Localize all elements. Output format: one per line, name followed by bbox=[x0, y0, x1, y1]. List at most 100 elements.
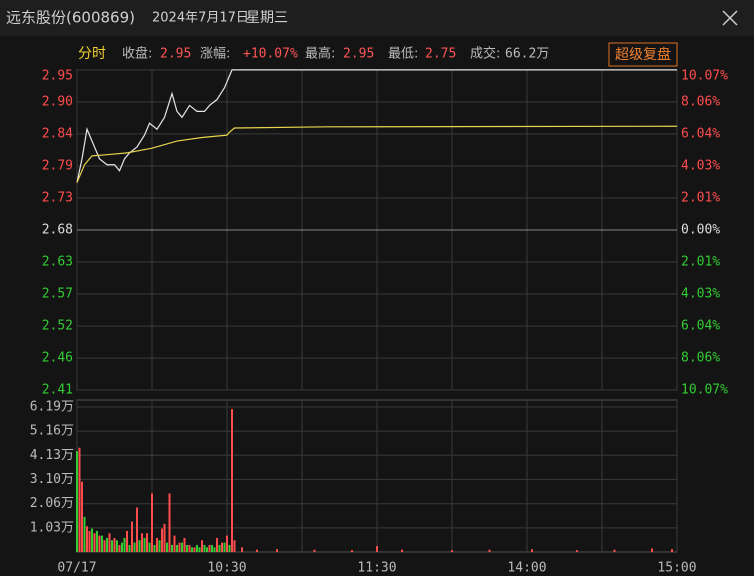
volume-bar bbox=[93, 533, 96, 552]
y2-tick-label: 2.01% bbox=[681, 254, 720, 269]
y2-tick-label: 4.03% bbox=[681, 287, 720, 302]
y-tick-label: 2.79 bbox=[42, 158, 73, 173]
volume-bar bbox=[208, 544, 211, 552]
stock-name: 远东股份(600869) bbox=[6, 9, 135, 27]
volume-bar bbox=[451, 550, 453, 552]
volume-bar bbox=[138, 540, 141, 552]
close-button[interactable] bbox=[722, 10, 738, 26]
volume-bar bbox=[376, 546, 378, 552]
volume-bar bbox=[576, 550, 578, 552]
volume-bar bbox=[116, 540, 118, 552]
y-tick-label: 2.57 bbox=[42, 287, 73, 302]
volume-bar bbox=[126, 530, 128, 552]
volume-bar bbox=[196, 544, 198, 552]
y-tick-label: 2.84 bbox=[42, 126, 73, 141]
info-label: 收盘: bbox=[122, 46, 152, 62]
info-label: 最低: bbox=[388, 47, 418, 62]
volume-bar bbox=[156, 537, 158, 552]
y-tick-label: 2.46 bbox=[42, 351, 73, 366]
volume-bar bbox=[226, 535, 228, 552]
volume-bar bbox=[351, 550, 353, 552]
volume-bar bbox=[228, 544, 231, 552]
y2-tick-label: 2.01% bbox=[681, 191, 720, 206]
volume-bar bbox=[216, 537, 218, 552]
info-label: 最高: bbox=[305, 46, 335, 62]
volume-bar bbox=[161, 528, 163, 552]
volume-bar bbox=[188, 544, 191, 552]
y-tick-label: 5.16万 bbox=[30, 424, 74, 439]
volume-bar bbox=[158, 540, 161, 552]
info-label: 涨幅: bbox=[200, 47, 230, 62]
volume-bar bbox=[98, 535, 101, 552]
info-label: 成交: bbox=[470, 46, 500, 62]
title-bar bbox=[0, 0, 754, 36]
y-tick-label: 2.06万 bbox=[30, 496, 74, 511]
volume-bar bbox=[106, 537, 108, 552]
volume-bar bbox=[233, 540, 236, 552]
volume-bar bbox=[531, 549, 533, 552]
volume-bar bbox=[176, 544, 178, 552]
review-button[interactable] bbox=[608, 42, 678, 67]
x-tick-label: 15:00 bbox=[657, 561, 696, 576]
volume-bar bbox=[276, 549, 278, 552]
y-tick-label: 2.73 bbox=[42, 190, 73, 205]
volume-bar bbox=[191, 547, 193, 552]
volume-bar bbox=[181, 542, 183, 552]
info-value: +10.07% bbox=[243, 47, 298, 62]
volume-bar bbox=[211, 544, 213, 552]
volume-bar bbox=[143, 537, 146, 552]
volume-bar bbox=[123, 537, 126, 552]
review-button-label[interactable]: 超级复盘 bbox=[615, 46, 671, 63]
y-tick-label: 2.41 bbox=[42, 383, 73, 398]
volume-bar bbox=[81, 481, 83, 552]
y2-tick-label: 6.04% bbox=[681, 318, 720, 333]
volume-bar bbox=[178, 542, 181, 552]
y-tick-label: 1.03万 bbox=[30, 520, 74, 535]
y2-tick-label: 8.06% bbox=[681, 351, 720, 366]
volume-bar bbox=[613, 549, 616, 552]
y2-tick-label: 0.00% bbox=[681, 223, 720, 238]
volume-bar bbox=[203, 544, 206, 552]
volume-bar bbox=[128, 544, 131, 552]
y-tick-label: 2.63 bbox=[42, 255, 73, 270]
volume-bar bbox=[86, 526, 88, 552]
y2-tick-label: 6.04% bbox=[681, 127, 720, 142]
volume-bar bbox=[256, 549, 258, 552]
y-tick-label: 6.19万 bbox=[30, 400, 74, 415]
volume-bar bbox=[153, 544, 156, 552]
close-icon[interactable] bbox=[722, 10, 738, 26]
info-value: 66.2万 bbox=[505, 47, 549, 62]
volume-bar bbox=[118, 544, 121, 552]
y-tick-label: 2.52 bbox=[42, 319, 73, 334]
volume-bar bbox=[488, 549, 491, 552]
info-value: 2.95 bbox=[343, 47, 374, 62]
volume-bar bbox=[218, 544, 221, 552]
volume-bar bbox=[78, 447, 81, 552]
y-tick-label: 4.13万 bbox=[30, 448, 74, 463]
volume-bar bbox=[136, 507, 138, 552]
volume-bar bbox=[198, 547, 201, 552]
volume-bar bbox=[151, 493, 153, 552]
volume-bar bbox=[213, 547, 216, 552]
volume-bar bbox=[651, 548, 653, 552]
volume-bar bbox=[131, 521, 133, 552]
volume-bar bbox=[133, 542, 136, 552]
volume-bar bbox=[401, 549, 403, 552]
volume-bar bbox=[146, 533, 148, 552]
date: 2024年7月17日 bbox=[152, 11, 249, 26]
volume-bar bbox=[166, 542, 168, 552]
y-tick-label: 2.68 bbox=[42, 223, 73, 238]
volume-bar bbox=[148, 542, 151, 552]
volume-bar bbox=[76, 451, 78, 552]
volume-bar bbox=[671, 549, 673, 552]
volume-bar bbox=[168, 493, 171, 552]
mode-label[interactable]: 分时 bbox=[78, 46, 106, 62]
volume-bar bbox=[193, 547, 196, 552]
price-line bbox=[76, 69, 677, 183]
volume-bar bbox=[206, 547, 208, 552]
y-tick-label: 2.90 bbox=[42, 94, 73, 109]
volume-bar bbox=[171, 544, 173, 552]
x-tick-label: 14:00 bbox=[507, 561, 546, 576]
y2-tick-label: 4.03% bbox=[681, 158, 720, 173]
